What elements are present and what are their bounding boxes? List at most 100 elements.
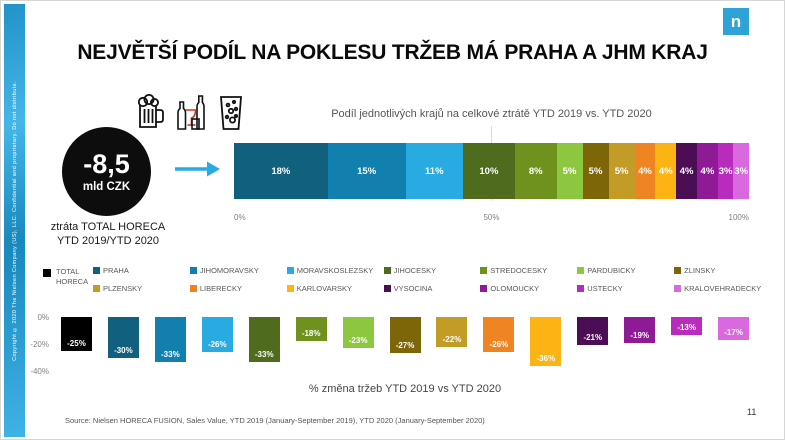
- legend-label: MORAVSKOSLEZSKY: [296, 266, 374, 275]
- bar-value-label: -25%: [67, 339, 86, 348]
- stacked-segment-value: 10%: [479, 165, 499, 177]
- legend-swatch: [189, 285, 197, 292]
- stacked-segment-value: 5%: [562, 165, 577, 177]
- bar-plzensky: -22%: [436, 317, 468, 347]
- bar-value-label: -26%: [489, 340, 509, 349]
- legend-total-line1: TOTAL: [56, 267, 80, 276]
- bar-value-label: -33%: [254, 350, 274, 359]
- kpi-value: -8,5: [83, 148, 130, 179]
- legend-item-moravskoslezsky: MORAVSKOSLEZSKY: [286, 266, 384, 275]
- bar-slot-praha: -30%: [100, 317, 147, 377]
- legend-swatch: [286, 267, 294, 274]
- bar-slot-total-horeca: -25%: [53, 317, 100, 377]
- bar-slot-liberecky: -26%: [475, 317, 522, 377]
- legend-swatch: [383, 285, 391, 292]
- bar-value-label: -36%: [536, 354, 556, 363]
- stacked-segment-value: 18%: [271, 165, 291, 177]
- nielsen-logo: n: [723, 8, 749, 35]
- bar-karlovarsky: -36%: [530, 317, 562, 366]
- bar-value-label: -27%: [395, 341, 415, 350]
- x-tick-0: 0%: [234, 213, 246, 222]
- stacked-segment-jihocesky: 10%: [462, 143, 515, 199]
- copyright-strip: Copyright © 2020 The Nielsen Company (US…: [4, 4, 25, 437]
- bar-value-label: -17%: [724, 328, 743, 337]
- stacked-segment-value: 11%: [425, 165, 444, 177]
- bar-jihomoravsky: -33%: [154, 317, 186, 362]
- legend-row-1: PRAHA JIHOMORAVSKY MORAVSKOSLEZSKY JIHOCESK…: [93, 266, 771, 275]
- legend-label: VYSOCINA: [393, 284, 433, 293]
- beverage-icons: [133, 93, 245, 133]
- legend-label: KARLOVARSKY: [296, 284, 353, 293]
- legend-swatch: [674, 267, 682, 274]
- stacked-segment-moravskoslezsky: 11%: [405, 143, 463, 199]
- bar-olomoucky: -19%: [624, 317, 656, 343]
- bar-value-label: -23%: [348, 336, 368, 345]
- copyright-text: Copyright © 2020 The Nielsen Company (US…: [11, 80, 18, 361]
- legend-item-stredocesky: STREDOCESKY: [480, 266, 577, 275]
- legend-item-jihocesky: JIHOCESKY: [383, 266, 481, 275]
- stacked-segment-jihomoravsky: 15%: [327, 143, 406, 199]
- bar-slot-jihomoravsky: -33%: [147, 317, 194, 377]
- bar-slot-stredocesky: -18%: [288, 317, 335, 377]
- legend-label: USTECKY: [587, 284, 623, 293]
- stacked-segment-value: 5%: [614, 165, 629, 177]
- kpi-unit: mld CZK: [82, 180, 131, 193]
- y-tick-neg40: -40%: [30, 367, 49, 376]
- arrow-right-icon: [173, 159, 221, 184]
- legend-item-olomoucky: OLOMOUCKY: [480, 284, 577, 293]
- stacked-segment-stredocesky: 8%: [514, 143, 557, 199]
- bar-value-label: -33%: [161, 350, 180, 359]
- bar-zlinsky: -27%: [389, 317, 421, 353]
- kpi-loss-circle: -8,5 mld CZK: [62, 127, 151, 216]
- stacked-segment-value: 4%: [679, 165, 694, 177]
- bar-value-label: -13%: [677, 323, 696, 332]
- bar-slot-plzensky: -22%: [429, 317, 476, 377]
- bar-slot-moravskoslezsky: -26%: [194, 317, 241, 377]
- bar-pardubicky: -23%: [342, 317, 374, 348]
- legend-label: PARDUBICKY: [587, 266, 636, 275]
- bar-value-label: -26%: [207, 340, 227, 349]
- bar-kralovehradecky: -17%: [718, 317, 750, 340]
- stacked-segment-value: 4%: [638, 165, 652, 177]
- stacked-segment-value: 4%: [658, 165, 673, 177]
- legend-item-liberecky: LIBERECKY: [189, 284, 287, 293]
- legend-item-plzensky: PLZENSKY: [93, 284, 190, 293]
- stacked-segment-olomoucky: 4%: [697, 143, 718, 199]
- legend-item-zlinsky: ZLINSKY: [674, 266, 771, 275]
- change-bar-chart: -25% -30% -33% -26% -33% -18% -23% -27% -22% -26%…: [53, 317, 757, 377]
- legend-item-vysocina: VYSOCINA: [383, 284, 481, 293]
- bar-value-label: -19%: [630, 331, 650, 340]
- legend-item-total-horeca: TOTAL HORECA: [43, 267, 88, 287]
- stacked-segment-zlinsky: 5%: [582, 143, 609, 199]
- legend: PRAHA JIHOMORAVSKY MORAVSKOSLEZSKY JIHOCESK…: [93, 266, 771, 302]
- bar-stredocesky: -18%: [295, 317, 327, 341]
- y-tick-neg20: -20%: [30, 340, 49, 349]
- stacked-segment-value: 3%: [734, 165, 749, 177]
- bar-slot-jihocesky: -33%: [241, 317, 288, 377]
- kpi-caption-line1: ztráta TOTAL HORECA: [50, 221, 166, 233]
- x-tick-100: 100%: [728, 213, 749, 222]
- bar-moravskoslezsky: -26%: [201, 317, 233, 352]
- legend-label: JIHOMORAVSKY: [199, 266, 259, 275]
- legend-swatch: [674, 285, 682, 292]
- bar-ustecky: -13%: [671, 317, 703, 335]
- kpi-caption-line2: YTD 2019/YTD 2020: [56, 235, 160, 248]
- stacked-segment-value: 4%: [700, 165, 715, 177]
- bar-jihocesky: -33%: [248, 317, 280, 362]
- stacked-bar-chart: 18% 15% 11% 10% 8% 5% 5% 5% 4% 4% 4% 4% 3% 3%: [234, 143, 750, 199]
- bar-liberecky: -26%: [483, 317, 515, 352]
- stacked-segment-kralovehradecky: 3%: [733, 143, 750, 199]
- bar-value-label: -21%: [583, 333, 603, 342]
- legend-label: LIBERECKY: [199, 284, 242, 293]
- legend-label: JIHOCESKY: [393, 266, 437, 275]
- sparkling-drink-icon: [217, 93, 245, 133]
- x-tick-50: 50%: [483, 213, 500, 222]
- legend-label: OLOMOUCKY: [490, 284, 540, 293]
- legend-label: KRALOVEHRADECKY: [684, 284, 762, 293]
- bar-total-horeca: -25%: [60, 317, 92, 351]
- legend-total-line2: HORECA: [56, 277, 89, 287]
- legend-row-2: PLZENSKY LIBERECKY KARLOVARSKY VYSOCINA OLOM…: [93, 284, 771, 293]
- legend-item-pardubicky: PARDUBICKY: [577, 266, 674, 275]
- legend-label: PRAHA: [103, 266, 129, 275]
- legend-label: ZLINSKY: [684, 266, 716, 275]
